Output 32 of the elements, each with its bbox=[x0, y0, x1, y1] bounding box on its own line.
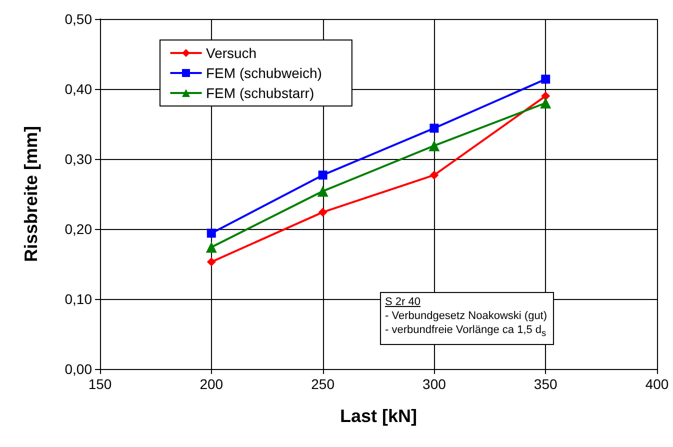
x-tick-label: 350 bbox=[534, 376, 558, 392]
x-tick-label: 200 bbox=[200, 376, 224, 392]
point bbox=[540, 98, 552, 108]
annotation: - Verbundgesetz Noakowski (gut) bbox=[385, 309, 548, 323]
point bbox=[206, 257, 216, 266]
y-tick-label: 0,20 bbox=[64, 221, 92, 237]
y-tick-label: 0,10 bbox=[64, 291, 92, 307]
point bbox=[541, 92, 550, 100]
y-tick-label: 0,00 bbox=[64, 361, 92, 377]
x-tick-label: 150 bbox=[88, 376, 112, 392]
point bbox=[428, 140, 440, 152]
x-axis-title: Last [kN] bbox=[340, 406, 418, 426]
legend-label: FEM (schubstarr) bbox=[206, 85, 314, 101]
point bbox=[318, 208, 328, 217]
x-tick-label: 400 bbox=[645, 376, 669, 392]
point bbox=[541, 74, 550, 84]
y-tick-label: 0,40 bbox=[64, 81, 92, 97]
annotation: - verbundfreie Vorlänge ca 1,5 d$_{s}$ bbox=[385, 323, 548, 340]
point bbox=[206, 242, 217, 253]
x-tick-label: 300 bbox=[422, 376, 446, 392]
x-tick-label: 250 bbox=[311, 376, 335, 392]
y-tick-label: 0,30 bbox=[64, 151, 92, 167]
point bbox=[430, 170, 439, 180]
point bbox=[206, 228, 216, 238]
point bbox=[430, 124, 439, 133]
point bbox=[318, 170, 328, 180]
legend-label: FEM (schubweich) bbox=[206, 65, 322, 81]
point bbox=[317, 186, 328, 197]
annotation: S 2r 40 bbox=[385, 295, 422, 309]
y-axis-title: Rissbreite [mm] bbox=[21, 126, 41, 262]
y-tick-label: 0,50 bbox=[64, 11, 92, 27]
legend-label: Versuch bbox=[206, 45, 257, 61]
